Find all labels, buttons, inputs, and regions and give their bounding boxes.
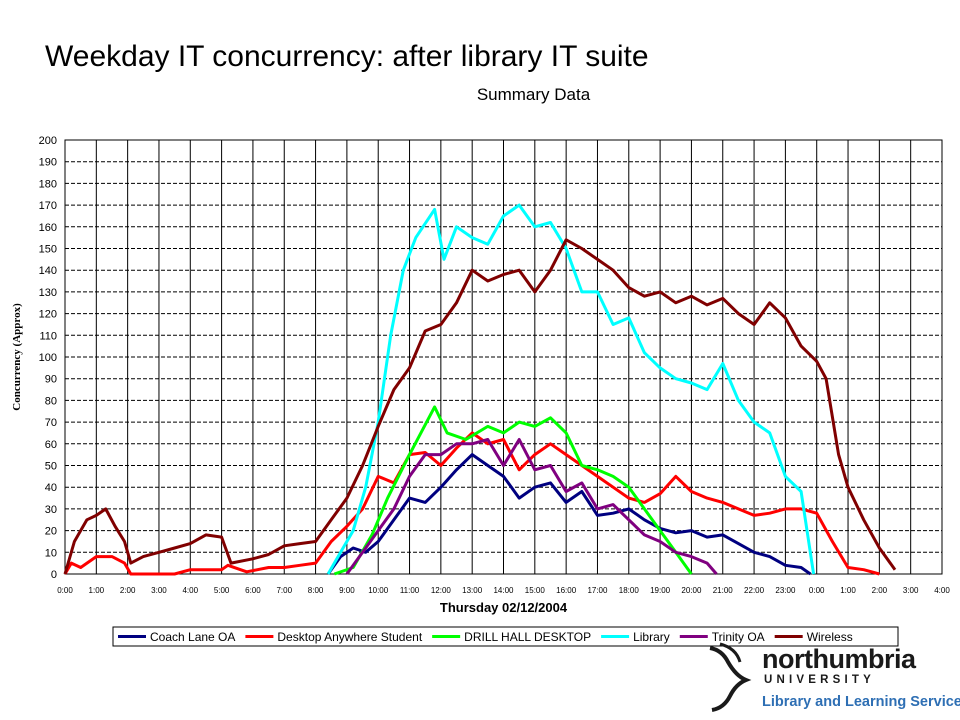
- x-tick-label: 8:00: [308, 586, 324, 595]
- y-tick-label: 100: [39, 352, 57, 364]
- x-tick-label: 11:00: [400, 586, 420, 595]
- y-tick-label: 180: [39, 178, 57, 190]
- x-tick-label: 4:00: [934, 586, 950, 595]
- series-line-coach-lane-oa: [326, 453, 812, 576]
- legend-label: Library: [633, 630, 670, 644]
- x-tick-label: 23:00: [775, 586, 796, 595]
- x-tick-label: 1:00: [840, 586, 856, 595]
- y-tick-label: 50: [45, 461, 57, 473]
- y-tick-label: 200: [39, 135, 57, 147]
- y-tick-label: 70: [45, 417, 57, 429]
- x-tick-label: 16:00: [556, 586, 577, 595]
- series-line-drill-hall-desktop: [333, 405, 693, 576]
- x-tick-label: 9:00: [339, 586, 355, 595]
- x-axis-label: Thursday 02/12/2004: [440, 600, 568, 615]
- x-tick-label: 2:00: [120, 586, 136, 595]
- y-tick-label: 190: [39, 157, 57, 169]
- slide-title: Weekday IT concurrency: after library IT…: [45, 40, 649, 73]
- logo-subtext: UNIVERSITY: [764, 674, 876, 686]
- logo-wordmark: northumbria: [762, 644, 916, 674]
- x-tick-label: 22:00: [744, 586, 765, 595]
- legend-box: [112, 626, 899, 647]
- x-tick-label: 4:00: [182, 586, 198, 595]
- x-tick-label: 1:00: [89, 586, 105, 595]
- series-line-wireless: [63, 238, 897, 575]
- y-tick-label: 40: [45, 482, 57, 494]
- x-tick-label: 3:00: [903, 586, 919, 595]
- legend-label: Desktop Anywhere Student: [277, 630, 422, 644]
- x-tick-label: 7:00: [276, 586, 292, 595]
- y-tick-label: 80: [45, 395, 57, 407]
- x-tick-label: 14:00: [493, 586, 514, 595]
- x-tick-label: 10:00: [368, 586, 389, 595]
- x-tick-label: 2:00: [872, 586, 888, 595]
- series-line-trinity-oa: [345, 438, 718, 575]
- y-tick-label: 10: [45, 547, 57, 559]
- x-tick-label: 19:00: [650, 586, 671, 595]
- legend-label: DRILL HALL DESKTOP: [464, 630, 591, 644]
- x-tick-label: 0:00: [57, 586, 73, 595]
- x-tick-label: 3:00: [151, 586, 167, 595]
- x-tick-label: 21:00: [713, 586, 734, 595]
- legend-label: Wireless: [807, 630, 853, 644]
- y-tick-label: 120: [39, 309, 57, 321]
- series-line-library: [326, 203, 816, 575]
- y-tick-label: 150: [39, 244, 57, 256]
- x-tick-label: 6:00: [245, 586, 261, 595]
- y-tick-label: 170: [39, 200, 57, 212]
- y-tick-label: 140: [39, 265, 57, 277]
- y-axis-label: Concurrency (Approx): [11, 303, 23, 411]
- university-logo: northumbria UNIVERSITY Library and Learn…: [700, 640, 960, 715]
- x-tick-label: 0:00: [809, 586, 825, 595]
- series-line-desktop-anywhere-student: [63, 431, 880, 576]
- y-tick-label: 0: [51, 569, 57, 581]
- chart-title: Summary Data: [477, 85, 591, 104]
- x-tick-label: 5:00: [214, 586, 230, 595]
- x-tick-label: 13:00: [462, 586, 483, 595]
- y-tick-label: 130: [39, 287, 57, 299]
- logo-tagline: Library and Learning Services: [762, 694, 960, 710]
- x-tick-label: 18:00: [619, 586, 640, 595]
- y-tick-label: 60: [45, 439, 57, 451]
- x-tick-label: 20:00: [681, 586, 702, 595]
- legend-label: Coach Lane OA: [150, 630, 235, 644]
- y-tick-label: 90: [45, 374, 57, 386]
- x-tick-label: 15:00: [525, 586, 546, 595]
- y-tick-label: 110: [39, 330, 57, 342]
- legend-label: Trinity OA: [712, 630, 765, 644]
- y-tick-label: 30: [45, 504, 57, 516]
- y-tick-label: 160: [39, 222, 57, 234]
- y-tick-label: 20: [45, 526, 57, 538]
- logo-mark-icon: [709, 642, 752, 712]
- x-tick-label: 12:00: [431, 586, 452, 595]
- x-tick-label: 17:00: [587, 586, 608, 595]
